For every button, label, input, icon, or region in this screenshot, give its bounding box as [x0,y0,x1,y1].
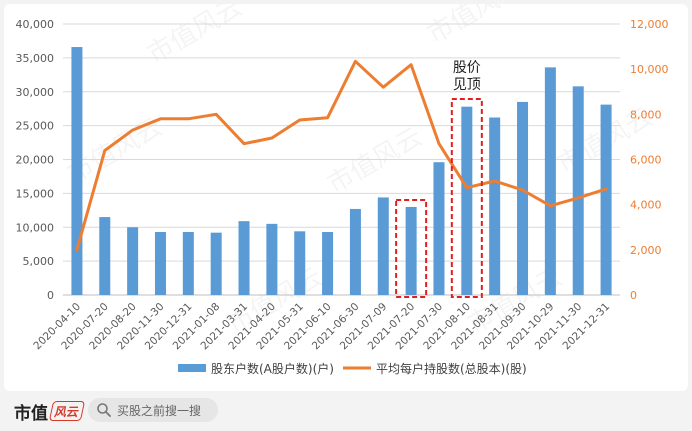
y-right-tick-label: 4,000 [630,199,662,212]
line-point [382,86,384,88]
bar [489,117,501,296]
bar [461,106,473,295]
y-left-tick-label: 35,000 [16,52,55,65]
bar [517,101,529,295]
bar [600,104,612,295]
bar [154,231,166,295]
y-left-tick-label: 15,000 [16,187,55,200]
line-point [438,143,440,145]
y-left-tick-label: 5,000 [23,255,55,268]
line-point [494,180,496,182]
bar [322,231,334,295]
search-box[interactable]: 买股之前搜一搜 [88,398,218,422]
y-left-tick-label: 30,000 [16,86,55,99]
highlight-box [450,98,483,298]
line-point [327,117,329,119]
line-point [159,118,161,120]
legend-label-bar: 股东户数(A股户数)(户) [211,361,334,376]
line-point [215,113,217,115]
bar [266,223,278,295]
bar [210,232,222,295]
line-point [577,197,579,199]
watermark-text: 市值风云 [423,4,528,50]
y-left-tick-label: 40,000 [16,18,55,31]
bar [544,67,556,295]
line-point [354,60,356,62]
y-left-tick-label: 25,000 [16,120,55,133]
line-point [299,119,301,121]
line-point [522,189,524,191]
bar [238,221,250,295]
annotation-text: 股价 [453,60,481,76]
chart-card: 市值风云市值风云市值风云市值风云市值风云市值风云市值风云05,00010,000… [4,4,688,391]
series-line [75,59,608,252]
y-right-tick-label: 12,000 [630,18,669,31]
brand-logo[interactable]: 市值 风云 [14,400,86,424]
bar [127,227,139,295]
annotation-text: 见顶 [453,77,481,93]
line-point [410,64,412,66]
line-point [549,205,551,207]
footer-bar: 市值 风云 买股之前搜一搜 [0,391,692,431]
line-point [605,188,607,190]
line-point [76,249,78,251]
watermark-text: 市值风云 [143,4,248,70]
brand-text: 市值 [14,403,48,424]
watermark-text: 市值风云 [323,122,428,200]
y-left-tick-label: 20,000 [16,154,55,167]
line-point [271,137,273,139]
y-right-tick-label: 10,000 [630,63,669,76]
bar [99,217,111,295]
bar [349,208,361,295]
line-point [466,187,468,189]
search-placeholder: 买股之前搜一搜 [117,403,202,418]
line-point [187,118,189,120]
brand-mark: 风云 [48,401,86,421]
bar [182,231,194,295]
y-right-tick-label: 6,000 [630,154,662,167]
combo-chart: 市值风云市值风云市值风云市值风云市值风云市值风云市值风云05,00010,000… [16,4,669,376]
y-right-tick-label: 0 [630,289,637,302]
bar [377,197,389,295]
bar [572,86,584,295]
line-point [243,143,245,145]
search-icon [97,403,111,417]
bar [294,231,306,295]
y-right-tick-label: 8,000 [630,108,662,121]
line-point [104,149,106,151]
bar [71,47,83,295]
y-left-tick-label: 10,000 [16,221,55,234]
y-right-tick-label: 2,000 [630,244,662,257]
legend-label-line: 平均每户持股数(总股本)(股) [376,361,527,376]
bar [405,206,417,295]
legend-swatch-bar [178,364,206,372]
bar [433,162,445,295]
y-left-tick-label: 0 [47,289,54,302]
line-point [132,129,134,131]
